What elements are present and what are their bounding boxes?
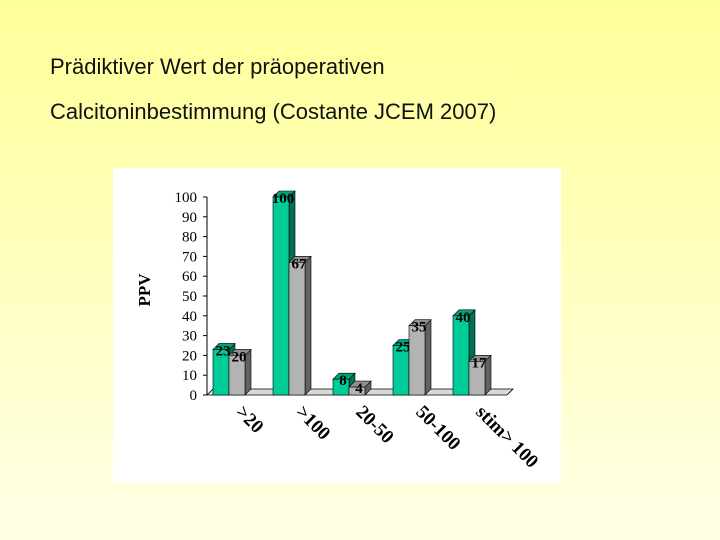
y-tick-label: 90 (182, 210, 197, 226)
value-label: 8 (339, 373, 347, 389)
y-tick-label: 60 (182, 269, 197, 285)
bar (228, 355, 246, 396)
y-tick-label: 100 (175, 190, 198, 206)
value-label: 25 (396, 340, 411, 356)
value-label: 35 (412, 320, 427, 336)
value-label: 23 (216, 343, 231, 359)
value-label: 100 (272, 191, 295, 207)
bar (408, 325, 426, 396)
y-axis-label: PPV (135, 273, 154, 307)
bar (348, 386, 366, 396)
y-tick-label: 40 (182, 309, 197, 325)
y-tick-label: 80 (182, 230, 197, 246)
bar (272, 196, 290, 396)
bar (288, 262, 306, 396)
value-label: 67 (292, 256, 308, 272)
bar (452, 315, 470, 396)
y-tick-label: 70 (182, 249, 197, 265)
y-tick-label: 0 (190, 388, 198, 404)
y-tick-label: 20 (182, 348, 197, 364)
y-tick-label: 30 (182, 329, 197, 345)
title-line: Prädiktiver Wert der präoperativen (50, 54, 385, 79)
bar (468, 361, 486, 396)
chart-area (113, 168, 561, 483)
y-tick-label: 10 (182, 368, 197, 384)
value-label: 40 (456, 310, 471, 326)
bar-side (304, 255, 312, 396)
value-label: 17 (472, 355, 488, 371)
title-line: Calcitoninbestimmung (Costante JCEM 2007… (50, 99, 496, 124)
y-tick-label: 50 (182, 289, 197, 305)
value-label: 20 (232, 349, 247, 365)
value-label: 4 (355, 381, 363, 397)
